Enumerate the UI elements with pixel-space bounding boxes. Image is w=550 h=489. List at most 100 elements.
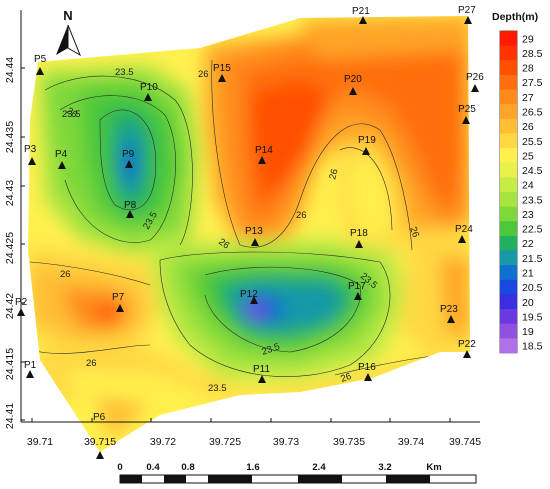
legend-swatch <box>500 309 517 325</box>
contour-label: 26 <box>60 269 71 280</box>
legend-level-label: 21 <box>522 268 534 280</box>
contour-lines <box>29 59 441 377</box>
legend-swatch <box>500 74 517 91</box>
svg-text:P15: P15 <box>213 63 231 74</box>
station-marker: P12 <box>240 289 258 304</box>
x-tick-label: 39.74 <box>398 436 424 448</box>
svg-text:P25: P25 <box>458 104 476 115</box>
station-marker: P21 <box>352 6 370 24</box>
station-marker: P20 <box>344 74 362 95</box>
legend-swatch <box>500 235 517 252</box>
station-marker: P16 <box>358 362 376 381</box>
station-marker: P11 <box>253 364 270 383</box>
x-axis-ticks <box>31 418 451 422</box>
station-marker: P14 <box>255 145 273 164</box>
contour-label: 26 <box>327 168 340 181</box>
legend-level-label: 24 <box>522 180 534 192</box>
station-marker: P17 <box>348 281 366 300</box>
x-tick-label: 39.735 <box>333 436 365 448</box>
legend-swatch <box>500 265 517 281</box>
svg-text:P13: P13 <box>245 226 263 237</box>
legend-level-label: 26.5 <box>522 107 543 119</box>
contour-label: 23.5 <box>208 383 227 394</box>
sampling-stations: P1 P2 P3 P4 P5 P6 P7 P8 P9 P10 P11 P12 P… <box>15 5 484 459</box>
legend-level-label: 18.5 <box>522 341 543 353</box>
legend-swatch <box>500 338 517 354</box>
depth-surface <box>28 16 470 452</box>
depth-legend: Depth(m) 2928.52827.52726.52625.52524.52… <box>492 11 543 354</box>
svg-text:P10: P10 <box>140 82 158 93</box>
svg-text:P3: P3 <box>24 144 37 155</box>
contour-label: 26 <box>216 236 231 251</box>
contour-label: 26 <box>86 358 97 369</box>
station-marker: P9 <box>122 149 135 168</box>
contour-label: 23.5 <box>115 67 134 78</box>
station-marker: P25 <box>458 104 476 124</box>
legend-level-label: 25.5 <box>522 136 543 148</box>
legend-level-label: 24.5 <box>522 165 543 177</box>
legend-level-label: 20.5 <box>522 282 543 294</box>
svg-text:P6: P6 <box>93 412 106 423</box>
legend-swatch <box>500 294 517 310</box>
station-marker: P10 <box>140 82 158 101</box>
legend-title: Depth(m) <box>492 11 538 23</box>
legend-level-label: 28.5 <box>522 48 543 60</box>
legend-swatch <box>500 118 517 134</box>
x-tick-label: 39.73 <box>273 436 299 448</box>
scale-unit: Km <box>426 462 441 473</box>
legend-level-label: 19.5 <box>522 311 543 323</box>
svg-text:P9: P9 <box>122 149 135 160</box>
svg-text:P14: P14 <box>255 145 273 156</box>
x-tick-label: 39.725 <box>209 436 241 448</box>
legend-level-label: 29 <box>522 33 534 45</box>
scale-label: 0 <box>117 462 122 473</box>
svg-text:P8: P8 <box>124 200 137 211</box>
svg-text:P21: P21 <box>352 6 370 17</box>
station-marker: P2 <box>15 297 28 316</box>
svg-text:P1: P1 <box>24 360 37 371</box>
station-marker: P4 <box>55 149 68 169</box>
contour-label: 26 <box>339 371 353 385</box>
svg-text:P26: P26 <box>466 72 484 83</box>
station-marker: P15 <box>213 63 231 82</box>
station-marker: P5 <box>34 54 47 75</box>
scale-label: 1.6 <box>246 462 259 473</box>
station-marker: P22 <box>458 339 476 358</box>
contour-label: 23.5 <box>62 109 81 120</box>
legend-swatch <box>500 177 517 193</box>
svg-text:P17: P17 <box>348 281 366 292</box>
y-tick-label: 24.43 <box>4 180 16 206</box>
legend-swatch <box>500 104 517 120</box>
station-marker: P1 <box>24 360 37 378</box>
svg-text:P11: P11 <box>253 364 270 375</box>
y-tick-label: 24.425 <box>4 232 16 264</box>
station-marker: P27 <box>458 5 476 24</box>
svg-text:P27: P27 <box>458 5 476 16</box>
legend-swatches <box>500 31 517 354</box>
station-marker: P19 <box>358 135 376 155</box>
contour-label: 26 <box>64 105 79 120</box>
svg-text:P20: P20 <box>344 74 362 85</box>
legend-level-label: 23.5 <box>522 194 543 206</box>
scale-label: 2.4 <box>312 462 326 473</box>
station-marker: P6 <box>93 412 106 459</box>
svg-text:P16: P16 <box>358 362 376 373</box>
contour-label: 26 <box>198 69 209 80</box>
svg-text:P19: P19 <box>358 135 376 146</box>
legend-level-label: 28 <box>522 63 534 75</box>
station-marker: P3 <box>24 144 37 165</box>
legend-level-label: 19 <box>522 326 534 338</box>
legend-swatch <box>500 279 517 295</box>
legend-swatch <box>500 162 517 178</box>
legend-level-label: 27 <box>522 92 534 104</box>
y-tick-label: 24.41 <box>4 403 16 429</box>
svg-text:P7: P7 <box>112 292 125 303</box>
north-arrow-icon: N <box>56 8 82 57</box>
legend-level-label: 23 <box>522 209 534 221</box>
station-marker: P8 <box>124 200 137 218</box>
legend-swatch <box>500 206 517 222</box>
legend-labels: 29 28.5 28 27.5 27 26.5 26 25.5 25 24.5 24 23.5 23 22… <box>522 33 543 352</box>
legend-level-label: 25 <box>522 150 534 162</box>
legend-swatch <box>500 323 517 339</box>
